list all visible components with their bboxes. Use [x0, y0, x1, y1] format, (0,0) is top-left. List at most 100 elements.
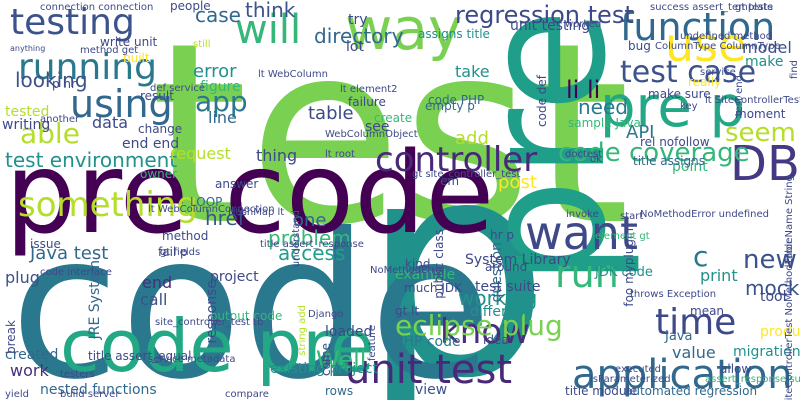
word-hashmap-lt: HashMap lt: [228, 207, 285, 218]
word-example: example: [395, 267, 456, 283]
word-app: app: [195, 85, 248, 118]
word-rows: rows: [325, 384, 354, 398]
word-unit-test: unit test: [345, 347, 513, 393]
word-lt-root: lt root: [325, 149, 355, 160]
word-site-controller-test-tb: site_controller_test tb: [155, 317, 264, 328]
word-working: working: [458, 286, 538, 310]
word-around: around: [485, 260, 528, 274]
word-django: Django: [308, 309, 344, 320]
word-way: way: [345, 0, 463, 63]
word-use: use: [665, 18, 747, 72]
word-doctest: doctest: [565, 149, 603, 160]
word-undefined-method: undefined method: [680, 31, 773, 42]
word-lt-sitecontrollertest: lt SiteControllerTest: [705, 95, 800, 106]
word-thing: thing: [256, 146, 298, 165]
word-migration: migration: [733, 344, 800, 360]
word-invoke: invoke: [566, 209, 599, 220]
word-looking: looking: [15, 68, 88, 92]
word-gt-tests: gt tests: [735, 2, 773, 13]
word-webcolumnobject: WebColumnObject: [325, 129, 418, 140]
word-people: people: [170, 0, 211, 13]
word-table: table: [308, 103, 354, 124]
word-test-case: test case: [620, 55, 757, 90]
word-lt-webcolumn: lt WebColumn: [258, 69, 328, 80]
word-service-metadata: service metadata: [148, 354, 236, 365]
word-create: create: [374, 111, 413, 125]
word-throws-exception: throws Exception: [630, 289, 717, 300]
word-answer: answer: [215, 177, 259, 191]
word-need: need: [578, 95, 628, 119]
word-c: c: [693, 240, 709, 273]
word-unit-testing: unit testing: [510, 18, 591, 34]
word-string-add: string add: [297, 305, 308, 356]
word-p-hr: p hr: [52, 77, 76, 91]
word-em: em: [440, 174, 460, 188]
word-something: something: [18, 185, 199, 225]
word-plug: plug: [5, 268, 40, 287]
word-ok: ok: [590, 154, 602, 165]
word-def-service: def service: [150, 83, 206, 94]
word-work: work: [10, 361, 49, 380]
word-build-server: build server: [60, 389, 120, 400]
word-request: request: [170, 144, 231, 163]
word-pre-code: pre code: [5, 129, 495, 259]
word-jdk-code: JDK code: [595, 265, 653, 280]
word-result: result: [140, 89, 174, 103]
word-running: running: [18, 47, 157, 88]
word-value: value: [672, 343, 716, 362]
word-allow: allow: [720, 362, 752, 376]
word-nomethoderror: NoMethodError: [370, 265, 446, 276]
word-rel-nofollow: rel nofollow: [640, 135, 710, 149]
word-access: access: [278, 241, 346, 265]
word-eclipse-plug: eclipse plug: [395, 309, 563, 342]
word-loaded: loaded: [325, 324, 373, 340]
word-project: project: [210, 269, 259, 285]
word-api: API: [626, 122, 655, 143]
word-think: think: [245, 0, 296, 22]
word-li-li: li li: [566, 76, 601, 104]
word-end: end: [142, 273, 173, 292]
word-nomethoderror-undefined: NoMethodError undefined: [640, 209, 769, 220]
word-try: try: [348, 12, 368, 28]
word-title-assert-equal: title assert_equal: [88, 349, 192, 363]
word-feature: feature: [367, 325, 378, 362]
word-will: will: [235, 7, 302, 53]
word-much-jdk: much JDK: [404, 281, 462, 295]
word-still: still: [193, 39, 211, 50]
word-data: data: [92, 113, 129, 132]
word-code-def: code def: [535, 75, 549, 127]
word-application: application: [572, 352, 793, 398]
word-find: find: [789, 60, 800, 79]
word-method: method: [162, 229, 209, 243]
word-lt-element2: lt element2: [340, 84, 398, 95]
word-p: p: [360, 95, 551, 400]
word-writing: writing: [2, 117, 51, 133]
word-test-suite: test suite: [475, 279, 541, 295]
word-sample-java: sample Java: [568, 116, 641, 130]
word-columntype-columntype: ColumnType ColumnType: [655, 41, 781, 52]
word-anything: anything: [10, 44, 46, 53]
word-worked: worked: [565, 19, 602, 30]
word-error: error: [193, 61, 237, 82]
word-owner: owner: [140, 167, 178, 181]
word-title-assigns: title assigns: [633, 154, 705, 168]
word-add: add: [455, 128, 489, 149]
word-tested: tested: [5, 104, 50, 120]
word-java-test: Java test: [30, 243, 109, 264]
word-function: function: [620, 5, 776, 49]
word-test: test: [150, 0, 631, 280]
word-understand: understand: [291, 210, 302, 268]
word-title-module: title module: [565, 384, 638, 398]
word-make: make: [745, 54, 784, 70]
word-directory: directory: [314, 24, 404, 48]
word-testers: testers: [60, 369, 95, 380]
word-connection-connection: connection connection: [40, 2, 154, 13]
word-system-library: System Library: [465, 252, 571, 268]
word-take: take: [455, 62, 490, 81]
word-test-environment: test environment: [5, 148, 178, 172]
word-know: know: [440, 312, 530, 352]
word-well: Well: [316, 346, 367, 374]
word-href: href: [205, 206, 245, 230]
word-seem: seem: [725, 118, 796, 148]
word-point: point: [672, 159, 708, 175]
